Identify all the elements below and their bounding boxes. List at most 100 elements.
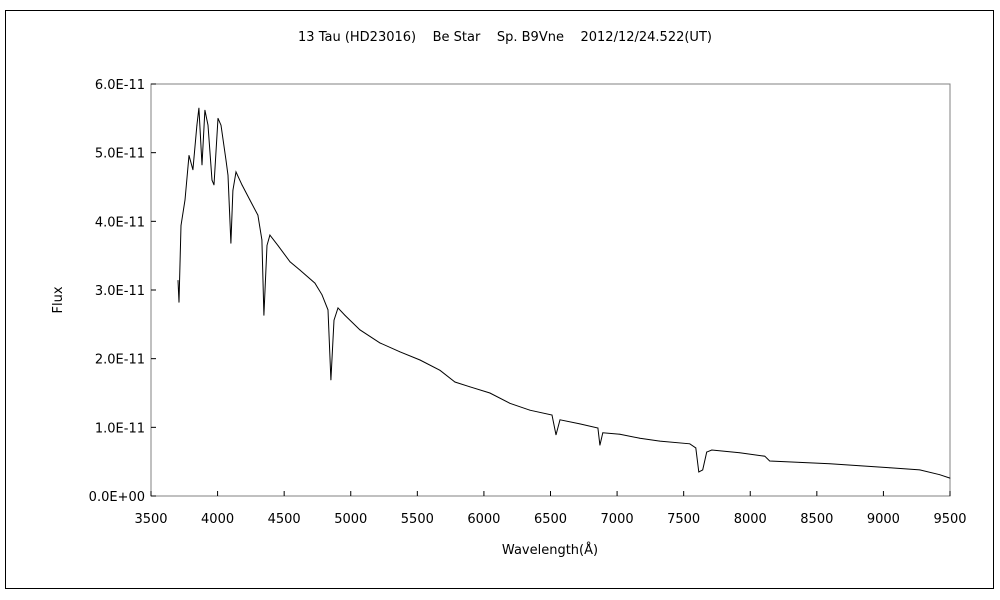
x-tick-label: 5500	[401, 512, 434, 527]
data-point	[509, 402, 511, 404]
data-point	[299, 269, 301, 271]
data-point	[689, 443, 691, 445]
data-point	[289, 261, 291, 263]
y-tick-label: 1.0E-11	[95, 421, 145, 436]
data-point	[469, 386, 471, 388]
data-point	[204, 109, 206, 111]
chart-frame	[5, 10, 994, 589]
data-point	[949, 477, 951, 479]
data-point	[599, 444, 601, 446]
data-point	[919, 469, 921, 471]
data-point	[196, 124, 198, 126]
series-line	[177, 107, 951, 479]
x-tick-label: 4000	[201, 512, 234, 527]
y-tick-label: 0.0E+00	[89, 490, 145, 505]
data-point	[639, 437, 641, 439]
data-point	[192, 169, 194, 171]
data-point	[602, 432, 604, 434]
data-point	[207, 124, 209, 126]
x-tick-label: 5000	[334, 512, 367, 527]
x-tick-label: 9000	[867, 512, 900, 527]
data-point	[266, 244, 268, 246]
y-tick-label: 6.0E-11	[95, 78, 145, 93]
data-point	[327, 309, 329, 311]
y-axis-label: Flux	[51, 286, 66, 313]
x-tick-label: 7500	[667, 512, 700, 527]
data-point	[559, 419, 561, 421]
data-point	[439, 369, 441, 371]
y-tick-label: 4.0E-11	[95, 215, 145, 230]
data-point	[764, 455, 766, 457]
data-point	[314, 282, 316, 284]
x-axis-label: Wavelength(Å)	[502, 542, 598, 558]
data-point	[201, 164, 203, 166]
data-point	[213, 184, 215, 186]
data-point	[489, 392, 491, 394]
data-point	[706, 451, 708, 453]
data-point	[711, 449, 713, 451]
data-point	[399, 351, 401, 353]
data-point	[769, 460, 771, 462]
data-point	[579, 423, 581, 425]
data-point	[188, 155, 190, 156]
data-point	[261, 239, 263, 241]
y-tick-label: 5.0E-11	[95, 147, 145, 162]
data-point	[337, 307, 339, 309]
data-point	[178, 301, 180, 303]
data-point	[597, 427, 599, 429]
data-point	[225, 159, 227, 161]
data-point	[344, 315, 346, 316]
y-axis: 0.0E+00 1.0E-11 2.0E-11 3.0E-11 4.0E-11 5.0E-…	[89, 78, 156, 505]
x-tick-label: 3500	[134, 512, 167, 527]
data-point	[454, 381, 456, 383]
data-point	[263, 315, 265, 316]
data-point	[211, 179, 213, 181]
x-tick-label: 8000	[734, 512, 767, 527]
series-points	[177, 107, 951, 479]
data-point	[217, 117, 219, 119]
data-point	[698, 471, 700, 473]
data-point	[333, 319, 335, 321]
x-tick-label: 6000	[467, 512, 500, 527]
data-point	[889, 467, 891, 469]
data-point	[702, 469, 704, 471]
data-point	[180, 225, 182, 226]
data-point	[359, 329, 361, 331]
data-point	[184, 199, 186, 201]
data-point	[939, 474, 941, 476]
data-point	[235, 171, 237, 173]
data-point	[249, 199, 251, 201]
x-tick-label: 7000	[601, 512, 634, 527]
data-point	[695, 447, 697, 449]
data-point	[330, 379, 332, 381]
data-point	[379, 342, 381, 344]
x-tick-label: 4500	[268, 512, 301, 527]
data-point	[177, 279, 179, 281]
data-point	[859, 465, 861, 467]
data-point	[241, 184, 243, 186]
plot-area	[150, 83, 951, 497]
data-point	[230, 242, 232, 244]
data-point	[232, 190, 234, 191]
data-point	[619, 433, 621, 435]
data-point	[799, 461, 801, 463]
data-point	[227, 174, 229, 176]
data-point	[277, 244, 279, 246]
y-tick-label: 2.0E-11	[95, 353, 145, 368]
data-point	[739, 452, 741, 454]
data-point	[257, 214, 259, 216]
data-point	[269, 234, 271, 236]
data-point	[829, 463, 831, 465]
x-tick-label: 9500	[933, 512, 966, 527]
data-point	[198, 107, 200, 109]
data-point	[419, 359, 421, 361]
x-axis: 3500 4000 4500 5000 5500 6000 6500 7000 7500 8000…	[134, 491, 967, 527]
data-point	[321, 294, 323, 296]
x-tick-label: 6500	[534, 512, 567, 527]
y-tick-label: 3.0E-11	[95, 284, 145, 299]
chart-title: 13 Tau (HD23016) Be Star Sp. B9Vne 2012/…	[298, 30, 712, 45]
data-point	[659, 440, 661, 442]
x-tick-label: 8500	[800, 512, 833, 527]
data-point	[529, 409, 531, 411]
